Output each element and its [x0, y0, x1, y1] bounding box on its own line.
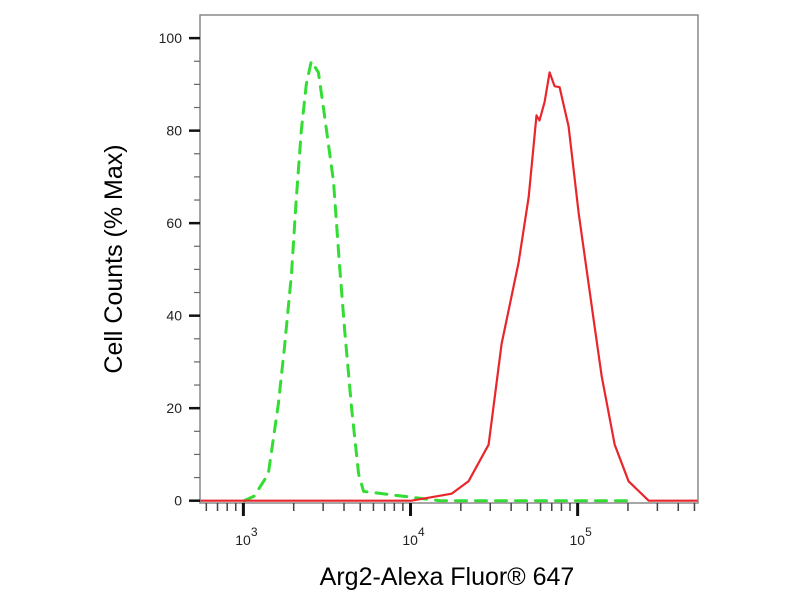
y-tick-label: 20 [166, 400, 182, 416]
y-tick-label: 0 [174, 493, 182, 509]
x-tick-label: 103 [235, 525, 258, 548]
y-tick-label: 80 [166, 123, 182, 139]
series-line-0 [242, 59, 630, 503]
x-tick-label: 105 [570, 525, 593, 548]
y-tick-label: 60 [166, 215, 182, 231]
y-axis-label: Cell Counts (% Max) [100, 144, 128, 373]
x-axis-label: Arg2-Alexa Fluor® 647 [320, 563, 575, 591]
plot-frame [199, 14, 699, 504]
y-tick-label: 100 [159, 30, 183, 46]
series-line-1 [200, 71, 698, 502]
x-tick-label: 104 [402, 525, 425, 548]
y-tick-label: 40 [166, 308, 182, 324]
